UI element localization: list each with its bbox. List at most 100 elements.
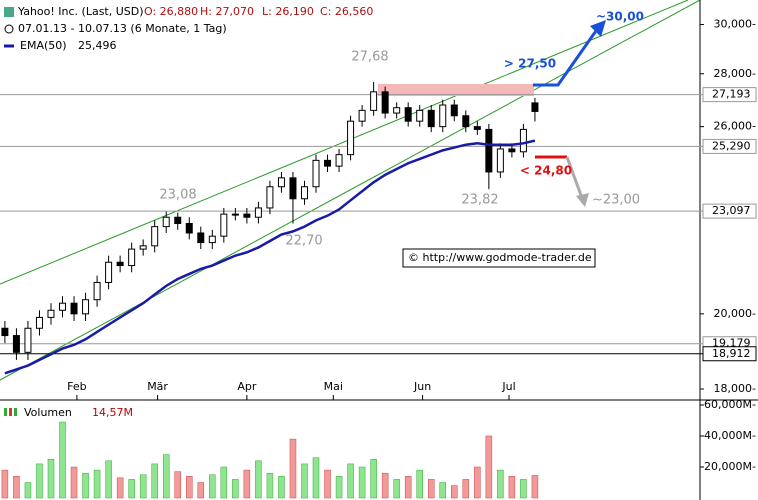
candle-body <box>324 159 332 167</box>
volume-bar <box>139 474 147 499</box>
x-tick-label: Mai <box>324 380 343 393</box>
candle-body <box>473 126 481 130</box>
icon <box>14 408 17 416</box>
x-tick-label: Feb <box>67 380 86 393</box>
volume-bar <box>416 469 423 499</box>
header-value: O: 26,880 <box>144 5 198 18</box>
header-value: L: 26,190 <box>262 5 314 18</box>
icon <box>9 408 12 416</box>
volume-bar <box>370 459 377 499</box>
volume-bar <box>128 479 135 499</box>
candle-body <box>416 109 424 122</box>
x-tick-label: Jun <box>413 380 431 393</box>
candle-body <box>47 309 55 318</box>
x-tick-label: Jul <box>501 380 515 393</box>
volume-bar <box>243 469 251 499</box>
candle-body <box>300 186 308 200</box>
volume-bar <box>59 421 66 499</box>
ema-line <box>4 139 536 375</box>
volume-bar <box>462 479 470 499</box>
candle-body <box>381 91 389 114</box>
volume-bar <box>151 463 158 499</box>
level-label: 18,912 <box>712 347 751 360</box>
volume-bar <box>404 476 412 499</box>
candle-body <box>531 102 539 112</box>
annotation: < 24,80 <box>520 164 572 178</box>
candle-body <box>151 226 159 247</box>
y-tick-label: 18,000- <box>714 382 756 395</box>
volume-bar <box>116 477 124 499</box>
candle-body <box>105 261 113 283</box>
candle-body <box>450 104 458 117</box>
candle-body <box>231 213 239 216</box>
candle-body <box>462 115 470 128</box>
y-tick-label: 28,000- <box>714 67 756 80</box>
candle-body <box>277 177 285 188</box>
volume-bar <box>105 460 112 499</box>
volume-bar <box>531 475 539 499</box>
candle-body <box>439 104 447 128</box>
volume-bar <box>485 435 493 499</box>
candle-body <box>174 216 182 224</box>
volume-bar <box>47 459 55 499</box>
level-box <box>702 203 757 219</box>
y-tick-label: 26,000- <box>714 120 756 133</box>
volume-legend: Volumen <box>24 406 72 419</box>
volume-bar <box>255 460 262 499</box>
clock-icon <box>4 24 14 34</box>
candle-body <box>128 248 136 267</box>
volume-bar <box>93 469 101 499</box>
level-box <box>702 87 757 103</box>
volume-bar <box>508 476 516 499</box>
candle-body <box>162 216 170 228</box>
volume-tick-label: 20,000M- <box>704 460 756 473</box>
ema-value: 25,496 <box>78 39 117 52</box>
volume-bar <box>197 482 205 499</box>
y-tick-label: 20,000- <box>714 307 756 320</box>
candle-body <box>93 281 101 301</box>
volume-bar <box>70 466 78 499</box>
candle-body <box>266 186 274 209</box>
candle-body <box>393 107 401 114</box>
candle-body <box>519 128 527 153</box>
volume-tick-label: 40,000M- <box>704 429 756 442</box>
credit-box <box>402 248 596 268</box>
volume-bar <box>278 476 285 499</box>
level-label: 27,193 <box>712 88 751 101</box>
candle-body <box>370 91 378 111</box>
candle-body <box>139 245 147 250</box>
annotation: 23,82 <box>461 193 498 208</box>
x-tick-label: Apr <box>237 380 257 393</box>
candle-body <box>347 120 355 156</box>
volume-bar <box>312 457 320 499</box>
candle-body <box>485 128 493 173</box>
annotation: 27,68 <box>351 50 388 65</box>
annotation: 22,70 <box>285 234 322 249</box>
candle-body <box>35 316 43 329</box>
volume-bar <box>381 472 389 499</box>
x-tick-label: Mär <box>147 380 168 393</box>
icon <box>4 408 7 416</box>
volume-tick-label: 60,000M- <box>704 398 756 411</box>
candle-body <box>289 177 297 200</box>
icon <box>4 7 14 17</box>
candle-body <box>12 335 20 353</box>
candle-body <box>116 261 124 267</box>
volume-bar <box>393 479 400 499</box>
candle-body <box>220 213 228 237</box>
volume-bar <box>220 466 228 499</box>
candle-body <box>197 232 205 244</box>
volume-bar <box>1 469 9 499</box>
candle-body <box>254 207 262 218</box>
arrow-down <box>565 156 584 199</box>
volume-value: 14,57M <box>92 406 133 419</box>
header-value: C: 26,560 <box>320 5 373 18</box>
candle-body <box>243 213 251 218</box>
volume-bar <box>451 485 458 499</box>
volume-bar <box>82 472 89 499</box>
volume-bar <box>474 466 481 499</box>
annotation: ~23,00 <box>592 193 640 208</box>
volume-bar <box>232 479 239 499</box>
volume-bar <box>520 479 527 499</box>
